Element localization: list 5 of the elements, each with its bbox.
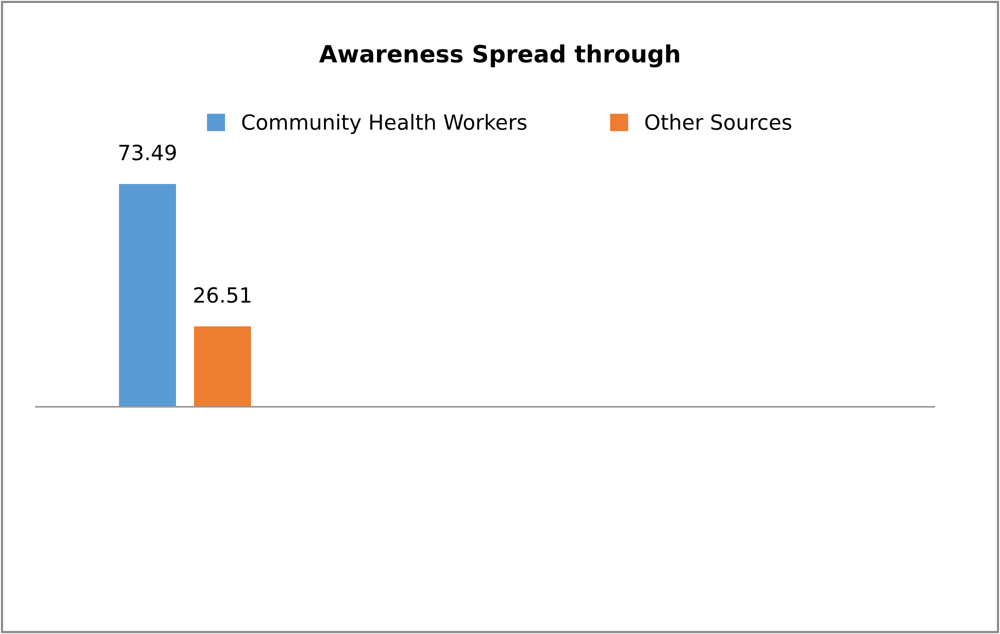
legend-label: Other Sources xyxy=(645,114,792,130)
text: Awareness Spread through xyxy=(319,44,680,68)
data-label: 73.49 xyxy=(119,144,176,160)
data-label: 26.51 xyxy=(194,287,250,303)
legend-label: Community Health Workers xyxy=(242,114,526,134)
